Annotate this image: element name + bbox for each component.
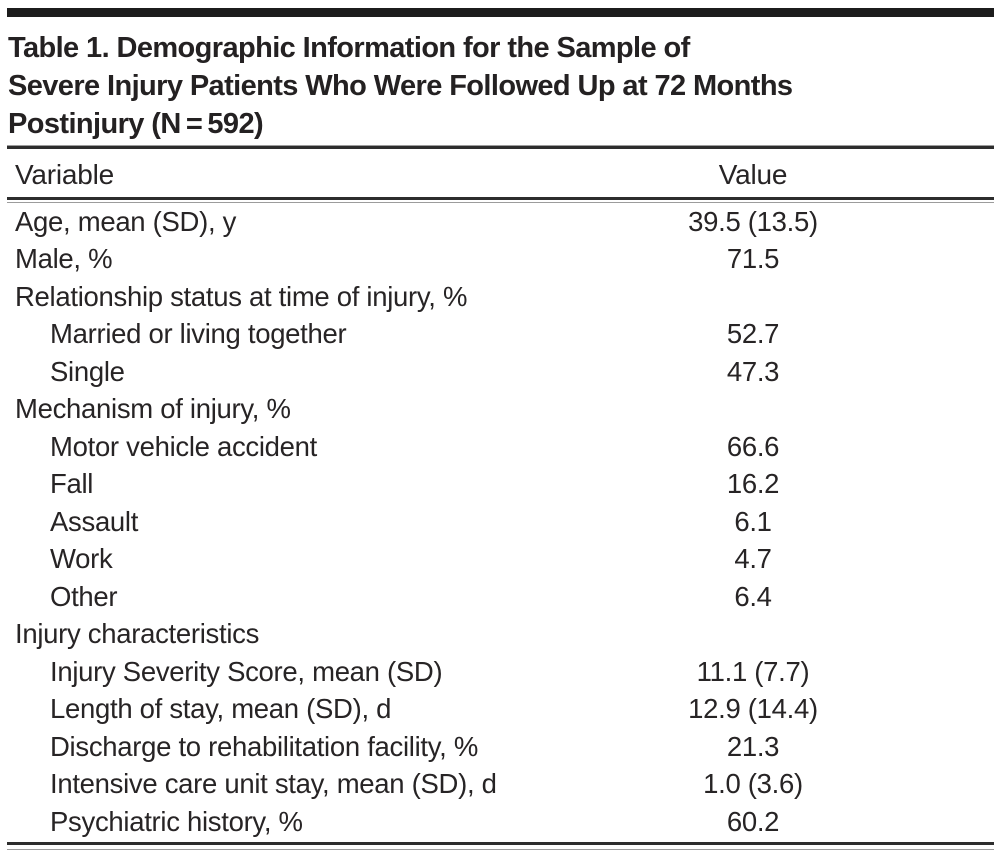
row-label: Work	[50, 543, 113, 575]
table-row: Male, % 71.5	[7, 241, 994, 279]
row-value: 52.7	[726, 318, 780, 350]
table-header-row: Variable Value	[7, 149, 994, 197]
row-value: 6.1	[734, 505, 772, 537]
table-row: Injury Severity Score, mean (SD) 11.1 (7…	[7, 653, 994, 691]
table-row: Single 47.3	[7, 353, 994, 391]
row-label: Intensive care unit stay, mean (SD), d	[50, 768, 497, 800]
bottom-rule	[7, 841, 994, 850]
row-value: 11.1 (7.7)	[696, 655, 810, 687]
table-row: Length of stay, mean (SD), d 12.9 (14.4)	[7, 691, 994, 729]
table-row: Mechanism of injury, %	[7, 391, 994, 429]
title-rule-dark-line	[7, 146, 994, 149]
row-value: 1.0 (3.6)	[703, 768, 803, 800]
row-label: Fall	[50, 468, 94, 500]
row-label: Married or living together	[50, 318, 347, 350]
row-label: Relationship status at time of injury, %	[15, 280, 468, 312]
row-value: 66.6	[726, 430, 780, 462]
table-row: Relationship status at time of injury, %	[7, 278, 994, 316]
row-label: Age, mean (SD), y	[15, 205, 237, 237]
table-row: Age, mean (SD), y 39.5 (13.5)	[7, 203, 994, 241]
row-label: Assault	[50, 505, 139, 537]
table-row: Married or living together 52.7	[7, 316, 994, 354]
table-row: Motor vehicle accident 66.6	[7, 428, 994, 466]
row-value: 4.7	[734, 543, 772, 575]
bottom-rule-light-line	[7, 848, 994, 850]
table-row: Psychiatric history, % 60.2	[7, 803, 994, 841]
row-value: 16.2	[726, 468, 780, 500]
row-value: 47.3	[726, 355, 780, 387]
row-value: 12.9 (14.4)	[688, 693, 818, 725]
row-value: 39.5 (13.5)	[688, 205, 818, 237]
column-header-variable: Variable	[15, 159, 115, 190]
table-body: Age, mean (SD), y 39.5 (13.5) Male, % 71…	[7, 203, 994, 841]
table-row: Fall 16.2	[7, 466, 994, 504]
row-label: Other	[50, 580, 118, 612]
row-label: Single	[50, 355, 125, 387]
table-row: Assault 6.1	[7, 503, 994, 541]
header-rule-dark-line	[7, 197, 994, 200]
header-rule	[7, 197, 994, 203]
table-title-line-2: Severe Injury Patients Who Were Followed…	[8, 70, 793, 102]
row-value: 21.3	[726, 730, 780, 762]
table-row: Discharge to rehabilitation facility, % …	[7, 728, 994, 766]
row-label: Motor vehicle accident	[50, 430, 318, 462]
row-label: Psychiatric history, %	[50, 805, 303, 837]
title-rule-light-line	[7, 145, 994, 146]
table-title-line-1: Table 1. Demographic Information for the…	[8, 32, 690, 64]
column-header-value: Value	[718, 159, 788, 190]
row-label: Injury characteristics	[15, 618, 260, 650]
header-rule-light-line	[7, 202, 994, 203]
row-label: Discharge to rehabilitation facility, %	[50, 730, 478, 762]
title-rule	[7, 145, 994, 149]
row-value: 6.4	[734, 580, 772, 612]
row-value: 71.5	[726, 243, 780, 275]
bottom-rule-dark-line	[7, 841, 994, 845]
table-1-container: Table 1. Demographic Information for the…	[0, 8, 1001, 850]
row-value: 60.2	[726, 805, 780, 837]
table-row: Intensive care unit stay, mean (SD), d 1…	[7, 766, 994, 804]
row-label: Male, %	[15, 243, 113, 275]
table-row: Injury characteristics	[7, 616, 994, 654]
row-label: Injury Severity Score, mean (SD)	[50, 655, 443, 687]
row-label: Length of stay, mean (SD), d	[50, 693, 392, 725]
table-row: Other 6.4	[7, 578, 994, 616]
row-label: Mechanism of injury, %	[15, 393, 291, 425]
table-row: Work 4.7	[7, 541, 994, 579]
table-title: Table 1. Demographic Information for the…	[8, 29, 994, 143]
top-rule-bar	[7, 8, 994, 17]
table-title-line-3: Postinjury (N = 592)	[8, 108, 264, 140]
